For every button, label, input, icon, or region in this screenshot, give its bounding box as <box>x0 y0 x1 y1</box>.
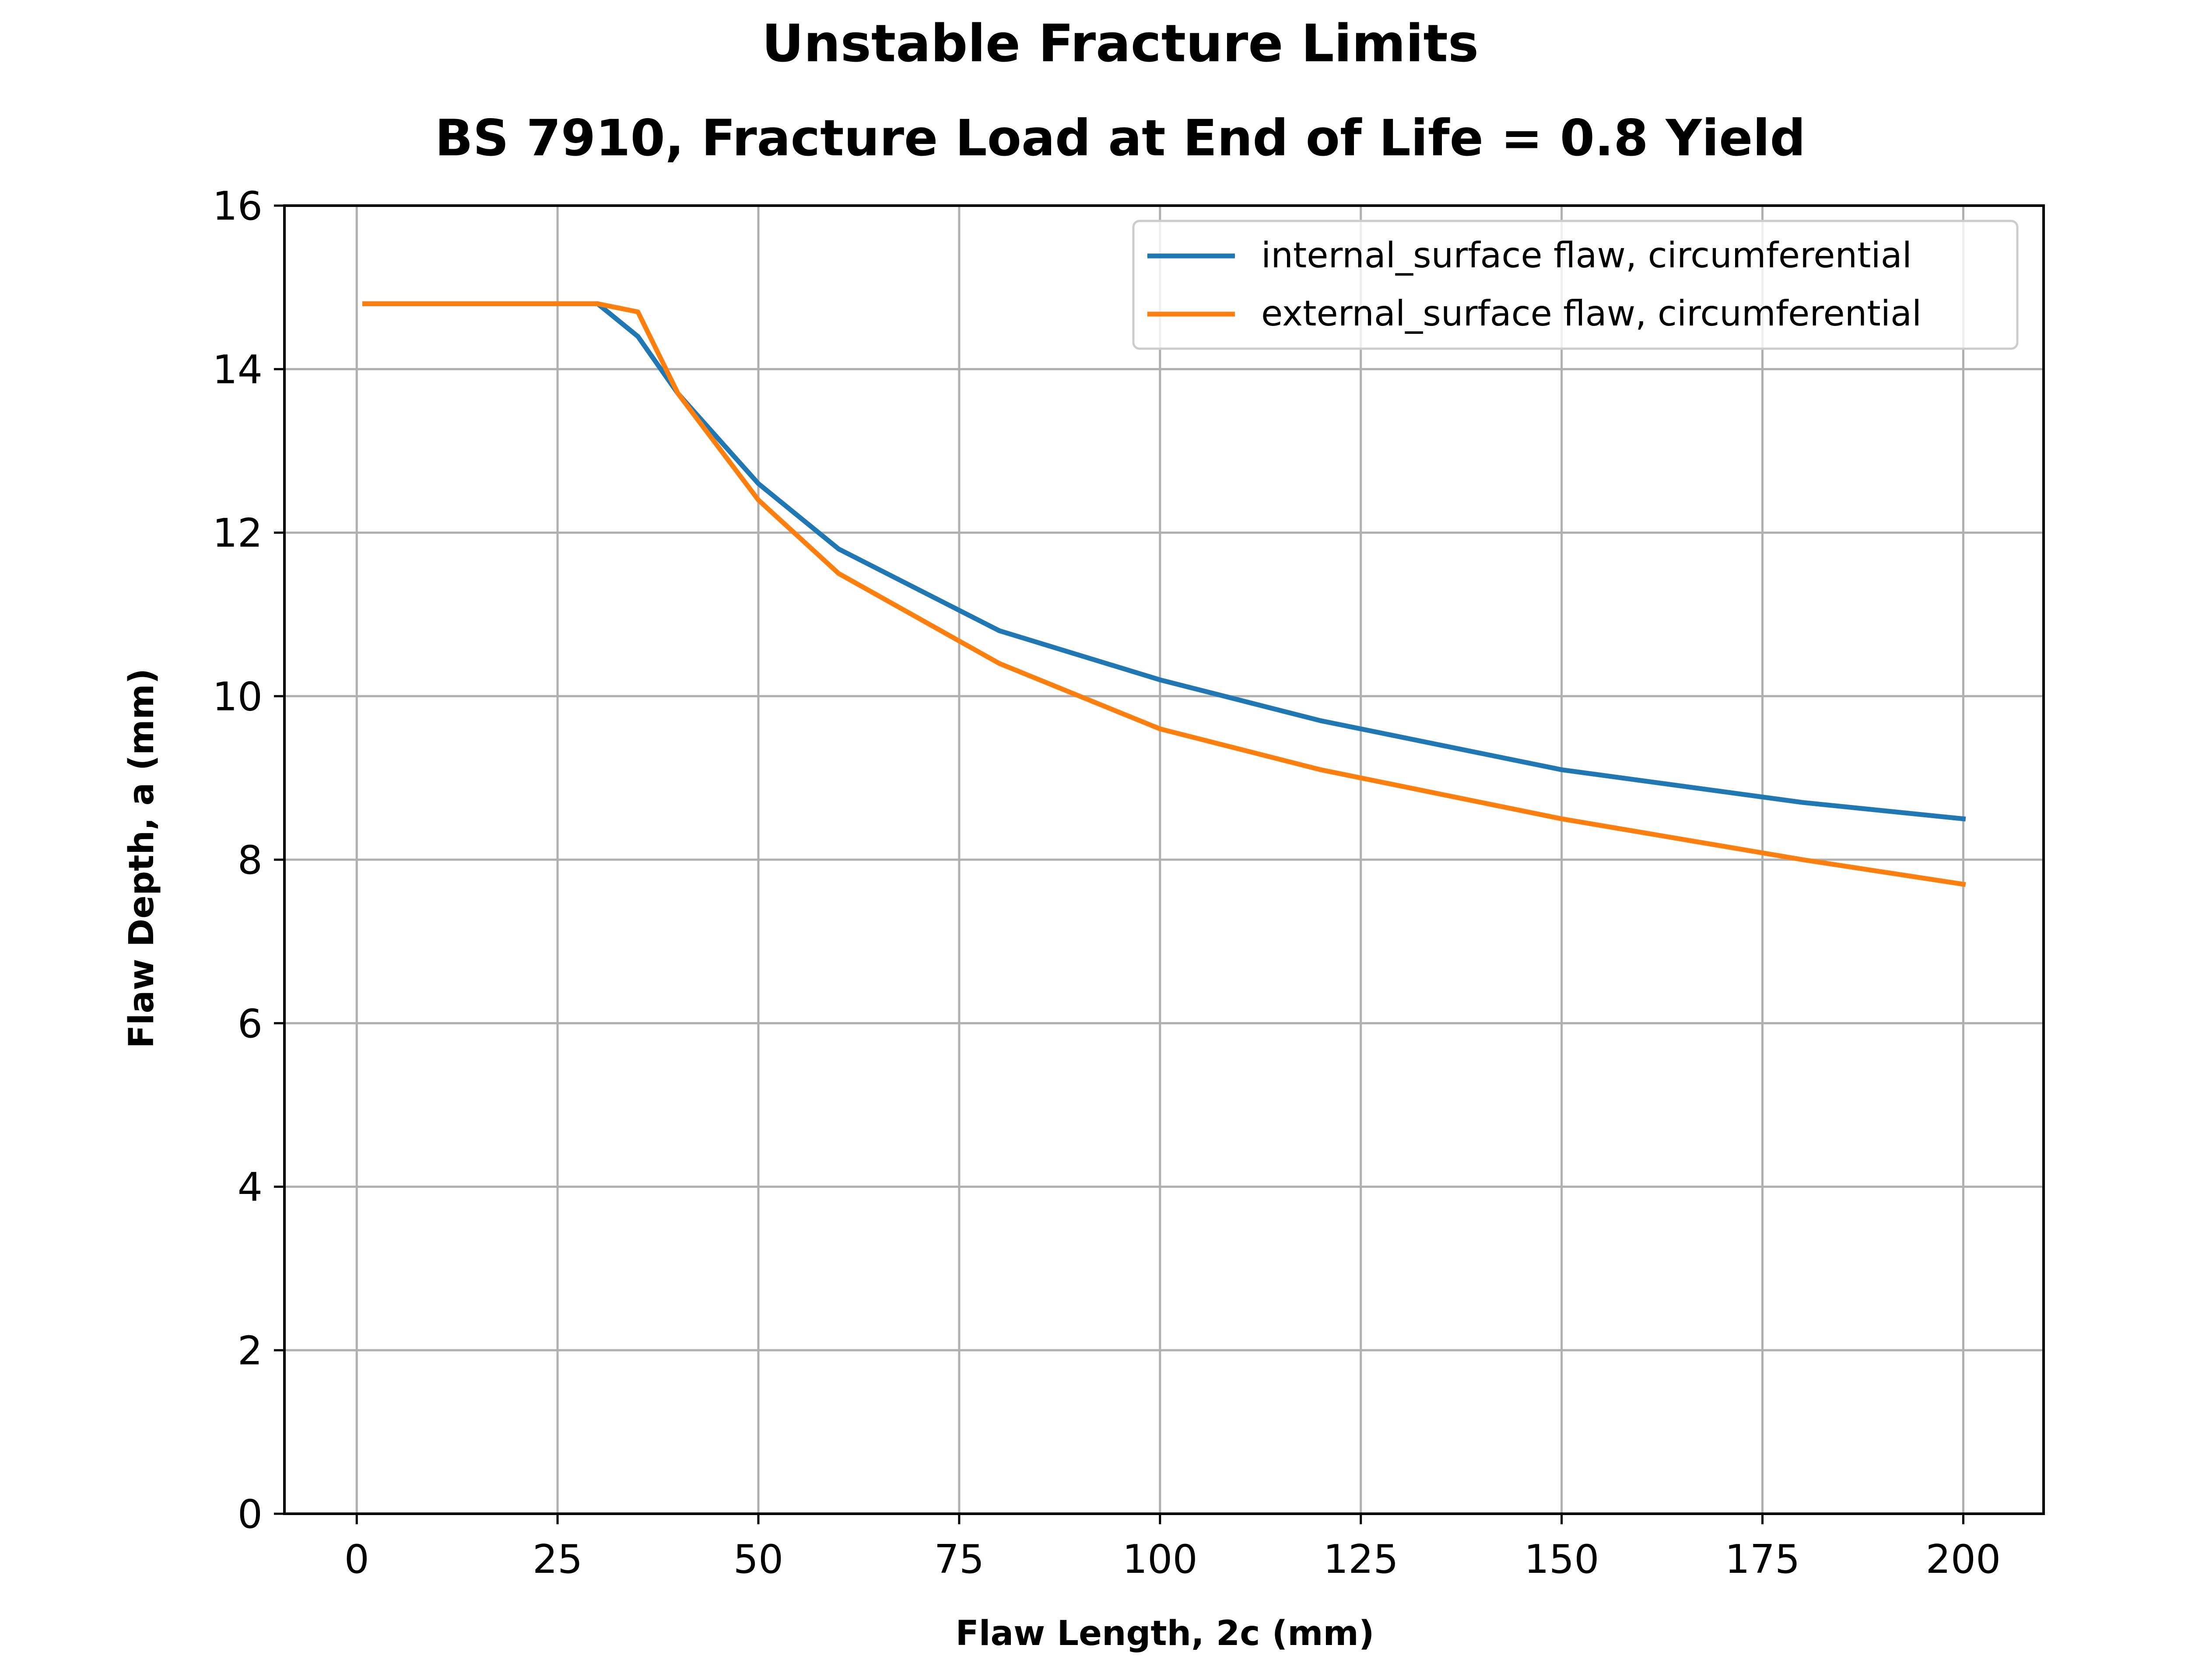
x-tick-label: 150 <box>1524 1536 1599 1582</box>
ticks: 0 25 50 75 100 125 150 175 200 0 2 4 6 8 10 12 14 16 <box>212 183 2001 1582</box>
x-tick-label: 75 <box>934 1536 985 1582</box>
legend-label-external: external_surface flaw, circumferential <box>1261 293 1922 334</box>
x-tick-label: 200 <box>1926 1536 2001 1582</box>
grid <box>284 204 2044 1515</box>
legend: internal_surface flaw, circumferential e… <box>1132 220 2019 350</box>
series-group <box>362 301 1966 887</box>
y-tick-label: 14 <box>212 347 263 393</box>
legend-label-internal: internal_surface flaw, circumferential <box>1261 235 1912 276</box>
x-tick-label: 125 <box>1323 1536 1399 1582</box>
x-tick-label: 175 <box>1725 1536 1800 1582</box>
legend-box <box>1132 220 2019 350</box>
series-line-external <box>362 301 1966 887</box>
y-tick-label: 2 <box>238 1328 263 1374</box>
x-tick-label: 0 <box>344 1536 369 1582</box>
x-tick-label: 25 <box>533 1536 583 1582</box>
x-tick-label: 50 <box>733 1536 784 1582</box>
x-axis-label: Flaw Length, 2c (mm) <box>956 1614 1375 1653</box>
y-tick-label: 10 <box>212 674 263 720</box>
x-tick-label: 100 <box>1122 1536 1198 1582</box>
y-axis-label: Flaw Depth, a (mm) <box>122 668 161 1049</box>
series-line-internal <box>362 301 1966 822</box>
chart-title: Unstable Fracture Limits <box>762 13 1479 74</box>
y-tick-label: 12 <box>212 511 263 556</box>
y-tick-label: 6 <box>238 1001 263 1047</box>
y-tick-label: 0 <box>238 1491 263 1537</box>
chart-subtitle: BS 7910, Fracture Load at End of Life = … <box>435 109 1806 167</box>
y-tick-label: 4 <box>238 1165 263 1211</box>
y-tick-label: 8 <box>238 837 263 883</box>
y-tick-label: 16 <box>212 183 263 229</box>
